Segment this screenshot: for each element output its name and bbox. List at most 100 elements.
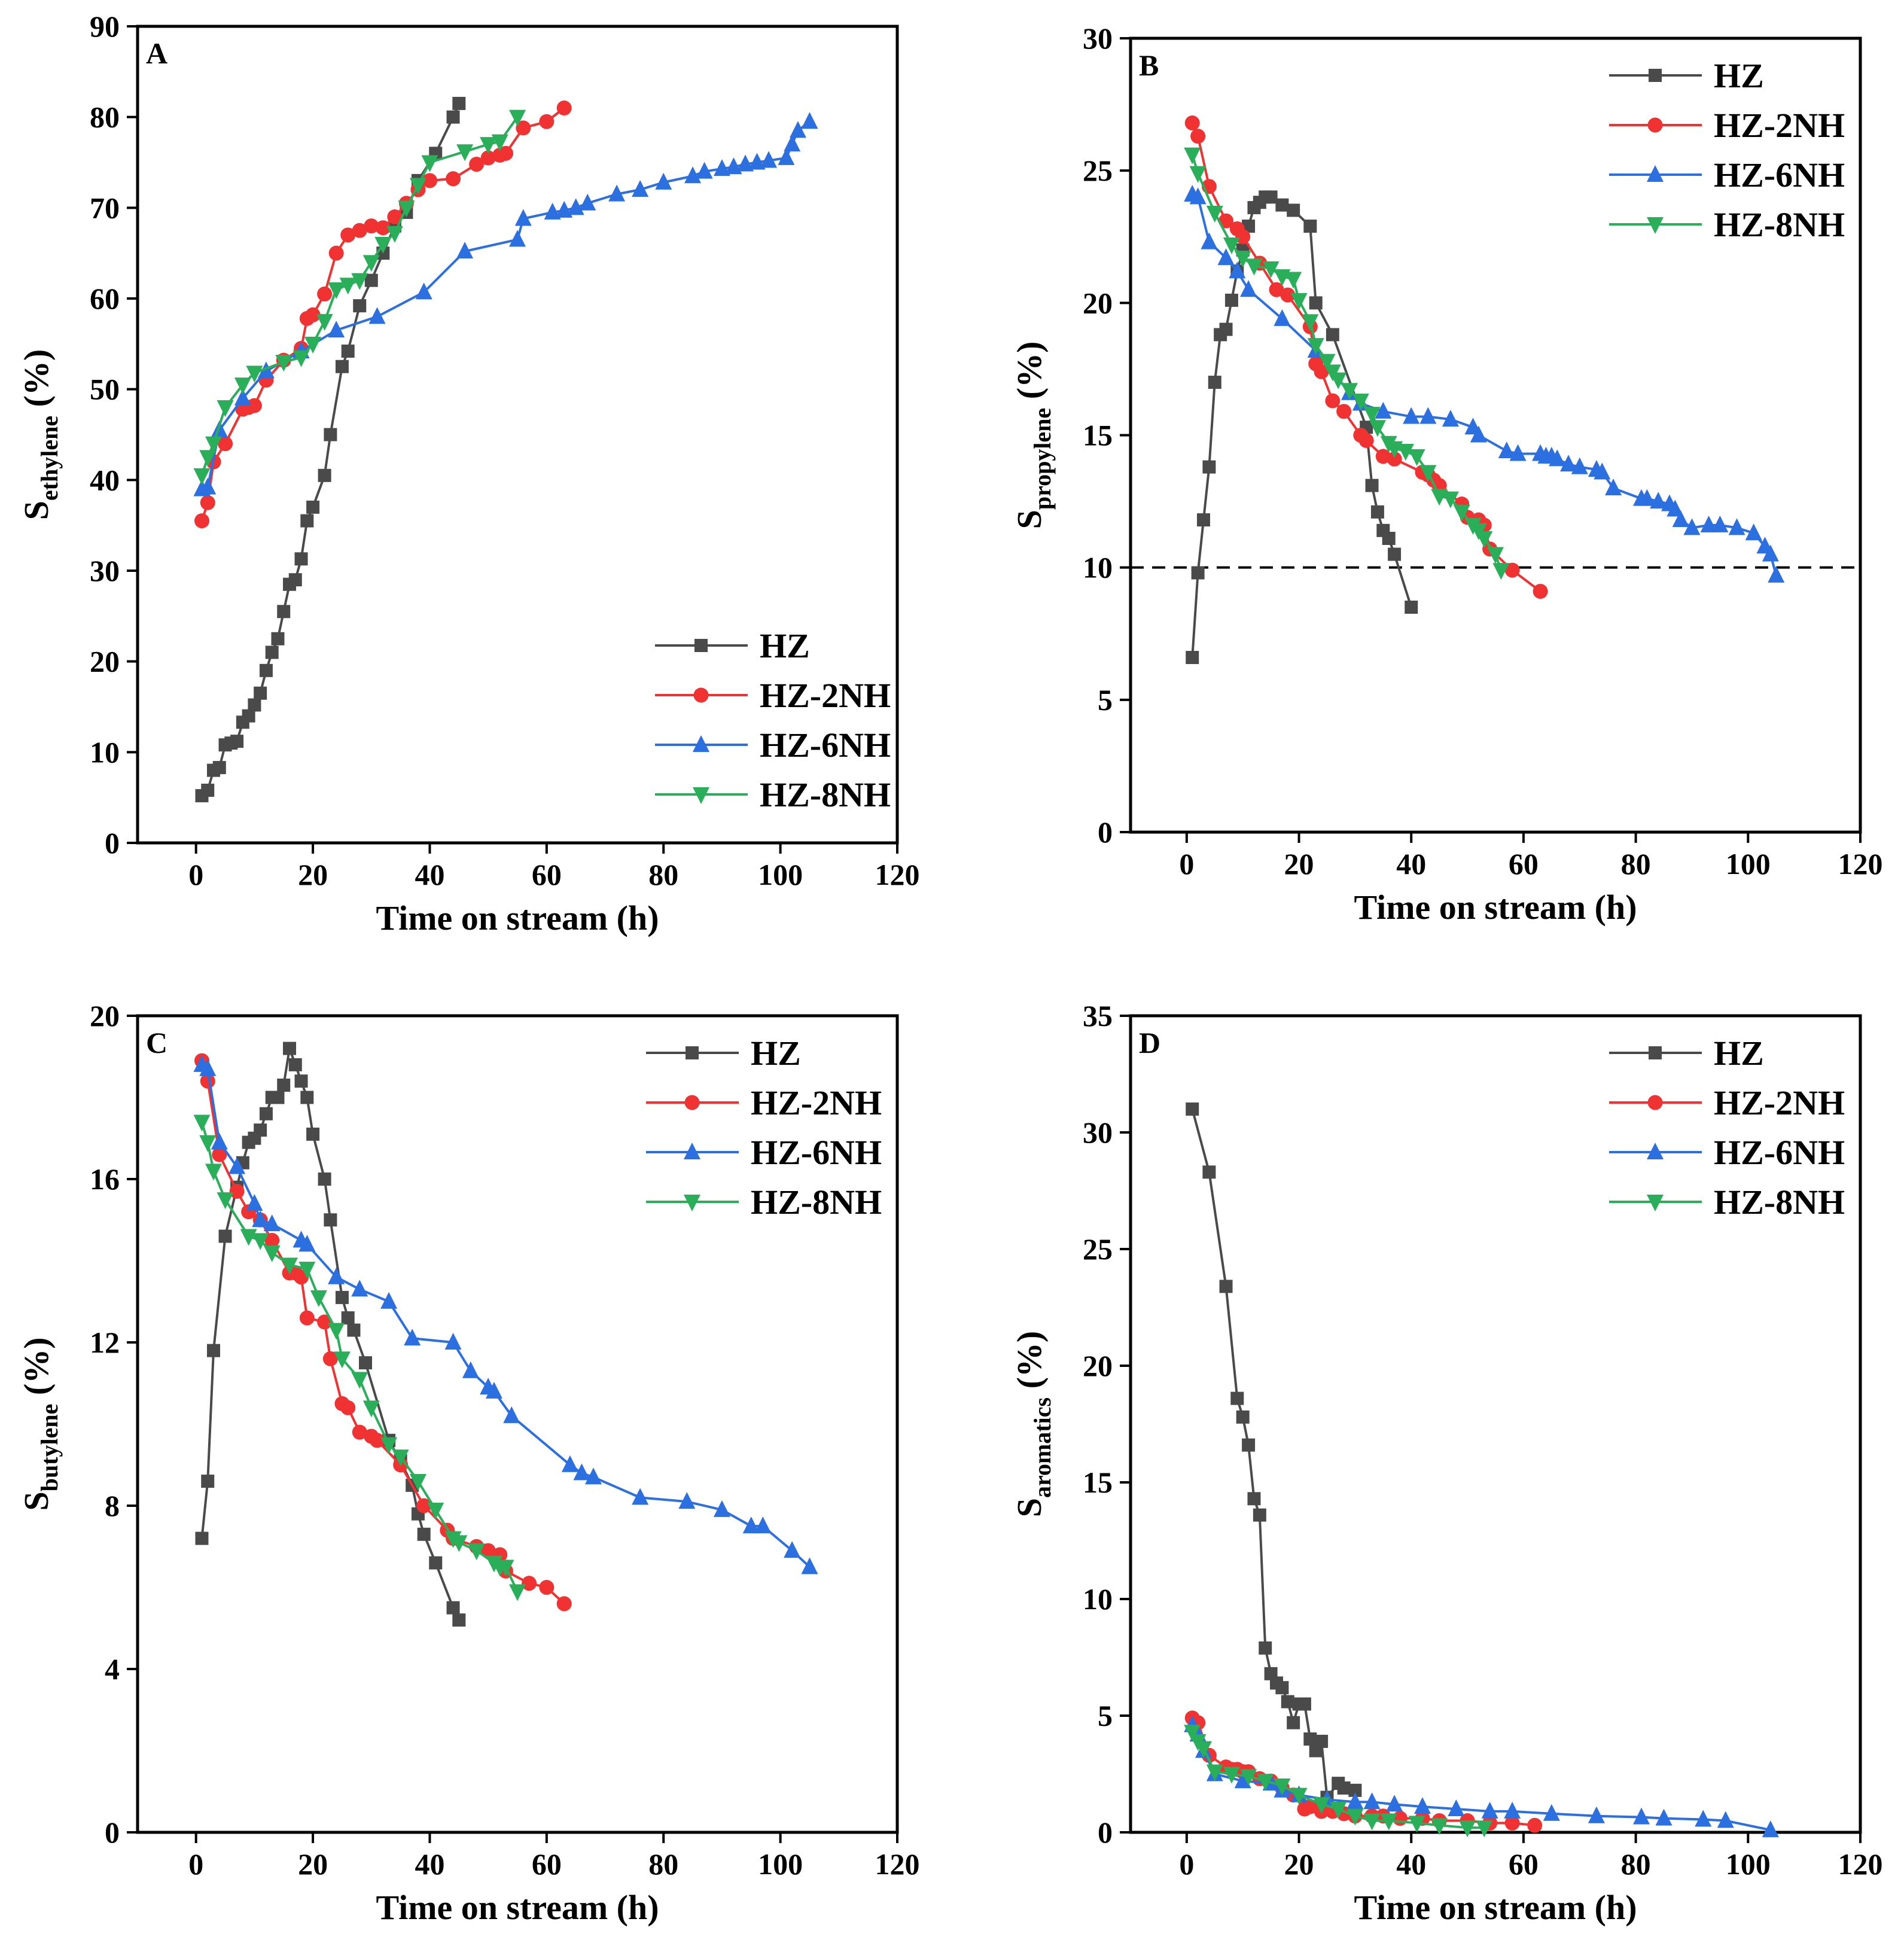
y-tick-label-b: 25 [1083, 154, 1113, 187]
data-point-hz [318, 1172, 331, 1186]
y-tick-label-b: 20 [1083, 286, 1113, 319]
legend-label: HZ-6NH [1714, 156, 1845, 194]
y-axis-title-unit: (%) [1010, 1331, 1049, 1397]
y-tick-label-c: 8 [105, 1489, 120, 1522]
data-point-hz [212, 761, 226, 775]
data-point-hz-6nh [713, 159, 730, 176]
data-point-hz-6nh [1768, 565, 1785, 583]
data-point-hz-6nh [1189, 187, 1207, 205]
data-point-hz-2nh [1504, 562, 1520, 578]
data-point-hz [341, 344, 355, 358]
series-hz-d [1186, 1103, 1362, 1804]
data-point-hz-6nh [1605, 478, 1622, 495]
legend-label: HZ-8NH [760, 775, 891, 814]
y-tick-label-a: 70 [90, 191, 120, 224]
y-tick-label-a: 0 [105, 826, 120, 860]
legend-label: HZ [1714, 1034, 1764, 1073]
legend-a: HZ HZ-2NH HZ-6NH HZ-8NH [655, 626, 891, 814]
data-point-hz [300, 514, 314, 528]
x-tick-label-d: 80 [1621, 1847, 1651, 1881]
legend-marker [686, 1046, 699, 1059]
legend-entry-hz-2nh: HZ-2NH [655, 676, 891, 715]
series-hz-6nh-a [193, 112, 818, 497]
data-point-hz-8nh [1206, 1764, 1223, 1781]
data-point-hz-6nh [1498, 441, 1515, 459]
legend-marker [1647, 1095, 1663, 1110]
y-tick-label-d: 15 [1083, 1466, 1113, 1499]
data-point-hz-6nh [608, 184, 626, 202]
legend-label: HZ [751, 1034, 801, 1073]
data-point-hz-8nh [1307, 338, 1324, 355]
data-point-hz-8nh [1206, 205, 1223, 223]
data-point-hz-6nh [503, 1406, 520, 1423]
data-point-hz-8nh [450, 1535, 468, 1552]
x-tick-label-c: 40 [415, 1847, 444, 1881]
data-point-hz-6nh [1274, 309, 1291, 326]
data-point-hz-2nh [352, 1424, 367, 1440]
data-point-hz-2nh [212, 1147, 227, 1162]
data-point-hz-6nh [380, 1292, 398, 1309]
series-hz-6nh-c [193, 1055, 818, 1574]
data-point-hz-8nh [304, 336, 322, 354]
x-tick-label-a: 120 [875, 858, 920, 891]
x-axis-title-a: Time on stream (h) [376, 899, 659, 937]
data-point-hz-6nh [263, 1214, 281, 1232]
legend-label: HZ-6NH [751, 1133, 882, 1172]
data-point-hz [1242, 220, 1256, 233]
y-axis-title-d: Saromatics (%) [1010, 1331, 1056, 1518]
data-point-hz [1370, 505, 1384, 519]
data-point-hz-8nh [1453, 504, 1470, 522]
legend-marker [1647, 165, 1664, 182]
data-point-hz-6nh [579, 193, 596, 211]
data-point-hz-2nh [1527, 1817, 1543, 1833]
data-point-hz-6nh [754, 1516, 772, 1534]
data-point-hz [1202, 460, 1216, 474]
data-point-hz-8nh [509, 109, 526, 127]
data-point-hz-6nh [713, 1500, 730, 1517]
y-tick-label-a: 40 [90, 463, 120, 497]
data-point-hz-8nh [1285, 272, 1302, 289]
legend-b: HZ HZ-2NH HZ-6NH HZ-8NH [1609, 56, 1845, 244]
chart-panel-d: 0 20 40 60 80 100 120 0 5 10 15 20 25 30 35 Time on str… [1010, 999, 1883, 1927]
y-tick-label-d: 30 [1083, 1116, 1113, 1149]
y-tick-label-b: 30 [1083, 22, 1113, 55]
x-axis-title-b: Time on stream (h) [1354, 888, 1637, 927]
legend-entry-hz-6nh: HZ-6NH [1609, 156, 1845, 194]
x-tick-label-d: 40 [1396, 1847, 1426, 1881]
data-point-hz [259, 663, 273, 677]
data-point-hz [248, 698, 261, 712]
data-point-hz [306, 1127, 320, 1141]
data-point-hz-2nh [1375, 449, 1391, 464]
data-point-hz-2nh [1336, 404, 1352, 419]
data-point-hz-8nh [252, 1233, 269, 1250]
panel-label-b: B [1139, 48, 1159, 82]
data-point-hz-6nh [199, 1059, 217, 1076]
data-point-hz-8nh [246, 366, 263, 383]
legend-marker [1647, 117, 1663, 133]
data-point-hz-8nh [1240, 1769, 1257, 1786]
data-point-hz-6nh [404, 1329, 421, 1346]
data-point-hz-2nh [1302, 1799, 1318, 1814]
legend-label: HZ-6NH [1714, 1133, 1845, 1172]
data-point-hz [1259, 1641, 1272, 1655]
data-point-hz-6nh [1560, 455, 1577, 472]
data-point-hz-6nh [778, 148, 795, 165]
data-point-hz-6nh [1414, 1797, 1431, 1814]
legend-marker [684, 1095, 700, 1110]
data-point-hz [1309, 296, 1323, 310]
data-point-hz [277, 605, 291, 619]
data-point-hz-8nh [1184, 1725, 1201, 1742]
data-point-hz-8nh [1352, 393, 1369, 410]
data-point-hz [1264, 190, 1278, 204]
data-point-hz-6nh [485, 1381, 502, 1399]
data-point-hz [1303, 1732, 1317, 1746]
data-point-hz-2nh [1184, 115, 1200, 131]
legend-marker [1647, 1195, 1664, 1211]
data-point-hz [1186, 651, 1199, 665]
data-point-hz [1388, 547, 1402, 561]
legend-entry-hz-2nh: HZ-2NH [1609, 1083, 1845, 1122]
x-tick-label-a: 20 [298, 858, 328, 891]
data-point-hz [1287, 1716, 1300, 1729]
data-point-hz-8nh [1459, 1820, 1476, 1838]
data-point-hz [429, 1556, 443, 1570]
